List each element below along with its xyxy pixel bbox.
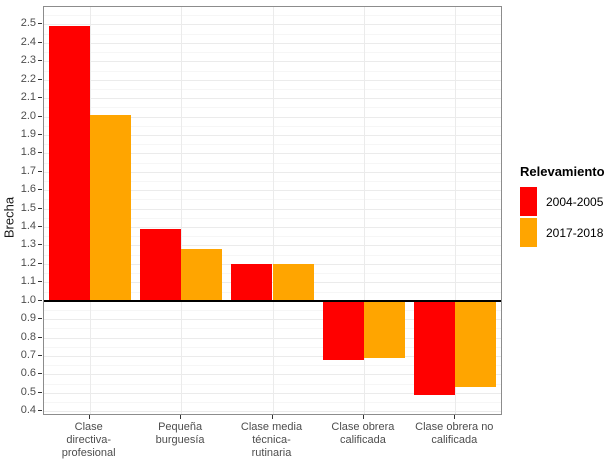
plot-panel: [43, 6, 502, 415]
x-tick-mark: [88, 415, 90, 419]
y-tick-label: 0.7: [20, 348, 36, 361]
y-tick-label: 1.1: [20, 275, 36, 288]
y-tick-label: 2.4: [20, 35, 36, 48]
x-category-label: Clase obrera no calificada: [415, 421, 494, 446]
y-tick-mark: [38, 354, 42, 356]
y-tick-label: 1.2: [20, 256, 36, 269]
x-tick-mark: [271, 415, 273, 419]
y-tick-label: 1.9: [20, 127, 36, 140]
legend-item-2004-2005: 2004-2005: [520, 187, 605, 216]
x-category-label: Clase media técnica- rutinaria: [240, 421, 303, 459]
bar-2004-2005-cat4: [322, 300, 364, 360]
y-tick-label: 2.1: [20, 91, 36, 104]
x-category-label: Pequeña burguesía: [155, 421, 205, 446]
baseline-hline: [44, 299, 501, 302]
bar-2004-2005-cat3: [231, 263, 273, 301]
legend-key-red-swatch: [520, 187, 537, 216]
y-tick-mark: [38, 262, 42, 264]
y-tick-mark: [38, 391, 42, 393]
y-tick-label: 0.9: [20, 312, 36, 325]
y-tick-mark: [38, 410, 42, 412]
x-category-label: Clase obrera calificada: [331, 421, 395, 446]
x-category-label: Clase directiva- profesional: [61, 421, 116, 459]
y-tick-mark: [38, 97, 42, 99]
x-tick-mark: [180, 415, 182, 419]
y-tick-label: 0.5: [20, 385, 36, 398]
y-tick-label: 0.6: [20, 367, 36, 380]
y-tick-label: 1.7: [20, 164, 36, 177]
y-tick-label: 1.6: [20, 183, 36, 196]
legend-key-orange-swatch: [520, 218, 537, 247]
y-tick-mark: [38, 336, 42, 338]
bar-2017-2018-cat5: [455, 300, 497, 388]
y-tick-mark: [38, 299, 42, 301]
y-tick-mark: [38, 152, 42, 154]
y-tick-mark: [38, 244, 42, 246]
y-tick-mark: [38, 318, 42, 320]
y-tick-label: 1.8: [20, 146, 36, 159]
y-tick-mark: [38, 23, 42, 25]
legend-label: 2004-2005: [546, 194, 604, 209]
y-tick-mark: [38, 133, 42, 135]
legend: Relevamiento 2004-2005 2017-2018: [520, 164, 605, 249]
x-tick-mark: [454, 415, 456, 419]
y-tick-mark: [38, 41, 42, 43]
y-tick-label: 1.4: [20, 220, 36, 233]
legend-label: 2017-2018: [546, 225, 604, 240]
y-tick-label: 0.4: [20, 404, 36, 417]
gridline-vertical: [181, 7, 183, 414]
bar-2017-2018-cat3: [272, 263, 314, 301]
bar-2004-2005-cat1: [48, 26, 90, 301]
y-tick-mark: [38, 60, 42, 62]
gridline-vertical: [455, 7, 457, 414]
y-tick-label: 2.3: [20, 54, 36, 67]
y-tick-label: 1.3: [20, 238, 36, 251]
y-tick-label: 2.5: [20, 17, 36, 30]
bar-2017-2018-cat4: [363, 300, 406, 358]
y-tick-mark: [38, 281, 42, 283]
gridline-vertical: [272, 7, 274, 414]
y-tick-label: 2.2: [20, 72, 36, 85]
bar-2017-2018-cat1: [89, 114, 131, 301]
legend-item-2017-2018: 2017-2018: [520, 218, 605, 247]
bar-2004-2005-cat2: [139, 228, 182, 301]
y-tick-mark: [38, 78, 42, 80]
y-tick-mark: [38, 207, 42, 209]
bar-2017-2018-cat2: [181, 249, 223, 301]
y-tick-label: 0.8: [20, 330, 36, 343]
y-tick-mark: [38, 226, 42, 228]
y-tick-label: 1.5: [20, 201, 36, 214]
bar-2004-2005-cat5: [414, 300, 456, 395]
legend-title: Relevamiento: [520, 164, 605, 179]
y-tick-mark: [38, 115, 42, 117]
y-tick-mark: [38, 189, 42, 191]
y-tick-label: 2.0: [20, 109, 36, 122]
x-tick-mark: [362, 415, 364, 419]
y-tick-label: 1.0: [20, 293, 36, 306]
y-tick-mark: [38, 373, 42, 375]
gridline-vertical: [363, 7, 365, 414]
y-tick-mark: [38, 170, 42, 172]
